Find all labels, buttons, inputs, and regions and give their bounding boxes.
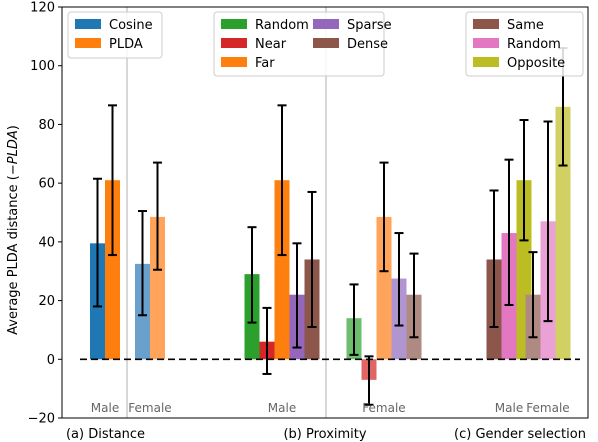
subgroup-label-female: Female <box>362 401 405 415</box>
error-bar <box>93 177 102 308</box>
y-tick-label: 0 <box>47 353 55 368</box>
bar-opposite-female <box>555 106 571 360</box>
legend-swatch-random <box>473 38 499 48</box>
error-bar <box>138 210 147 317</box>
error-bar <box>379 161 389 273</box>
error-bar <box>409 252 419 339</box>
group-2 <box>244 104 422 406</box>
bar-plda-male <box>105 180 120 360</box>
y-tick-label: 120 <box>30 1 55 16</box>
error-bar <box>489 189 499 328</box>
group-label-3: (c) Gender selection <box>454 427 586 442</box>
error-bar <box>108 104 117 257</box>
subgroup-label-male: Male <box>495 401 523 415</box>
legend-layer: Cosine PLDA Random Near Far Sparse Dense Same Ra… <box>67 11 584 77</box>
y-axis-label: Average PLDA distance (−PLDA) <box>6 125 21 335</box>
legend-swatch-cosine <box>75 19 101 29</box>
legend-1: Cosine PLDA <box>67 11 163 59</box>
legend-swatch-plda <box>75 38 101 48</box>
group-label-2: (b) Proximity <box>283 427 366 442</box>
legend-swatch-same <box>473 19 499 29</box>
subgroup-label-female: Female <box>128 401 171 415</box>
legend-label-far: Far <box>255 56 275 71</box>
error-bar <box>153 161 162 271</box>
error-bar <box>262 306 272 375</box>
error-bar <box>528 251 538 339</box>
legend-swatch-sparse <box>313 19 339 29</box>
group-label-1: (a) Distance <box>66 427 145 442</box>
y-tick-label: 80 <box>38 118 55 133</box>
legend-swatch-far <box>221 57 247 67</box>
group-1 <box>90 104 165 360</box>
y-tick-label: 20 <box>38 294 55 309</box>
legend-swatch-dense <box>313 38 339 48</box>
legend-label-sparse: Sparse <box>347 18 392 33</box>
error-bar <box>247 226 257 324</box>
legend-label-dense: Dense <box>347 37 388 52</box>
subgroup-label-female: Female <box>526 401 569 415</box>
error-bar <box>292 242 302 349</box>
y-tick-label: 60 <box>38 177 55 192</box>
bars-layer <box>90 47 571 406</box>
error-bar <box>277 104 287 257</box>
legend-label-cosine: Cosine <box>109 18 153 33</box>
error-bar <box>364 355 374 406</box>
legend-2: Random Near Far Sparse Dense <box>213 11 392 77</box>
error-bar <box>543 120 553 323</box>
y-axis-label-prefix: Average PLDA distance ( <box>6 175 21 335</box>
group-3 <box>486 47 571 360</box>
y-axis-label-math: −PLDA <box>6 130 21 175</box>
error-bar <box>394 232 404 327</box>
legend-label-near: Near <box>255 37 287 52</box>
y-tick-label: 40 <box>38 235 55 250</box>
y-axis-label-suffix: ) <box>6 125 21 130</box>
bar-plda-female <box>150 216 165 360</box>
legend-swatch-opposite <box>473 57 499 67</box>
legend-3: Same Random Opposite <box>465 11 584 77</box>
legend-label-plda: PLDA <box>109 37 143 52</box>
y-tick-label: −20 <box>28 412 55 427</box>
subgroup-label-male: Male <box>91 401 119 415</box>
bar-far-male <box>274 180 290 360</box>
legend-box <box>213 11 385 77</box>
legend-label-random: Random <box>507 37 561 52</box>
error-bar <box>307 190 317 328</box>
error-bar <box>504 158 514 306</box>
legend-label-random: Random <box>255 18 309 33</box>
subgroup-label-male: Male <box>268 401 296 415</box>
legend-label-same: Same <box>507 18 544 33</box>
error-bar <box>519 119 529 242</box>
bar-far-female <box>376 216 392 360</box>
plot-frame <box>61 6 589 419</box>
y-tick-label: 100 <box>30 59 55 74</box>
legend-swatch-random <box>221 19 247 29</box>
error-bar <box>349 283 359 356</box>
legend-label-opposite: Opposite <box>507 56 565 71</box>
legend-swatch-near <box>221 38 247 48</box>
